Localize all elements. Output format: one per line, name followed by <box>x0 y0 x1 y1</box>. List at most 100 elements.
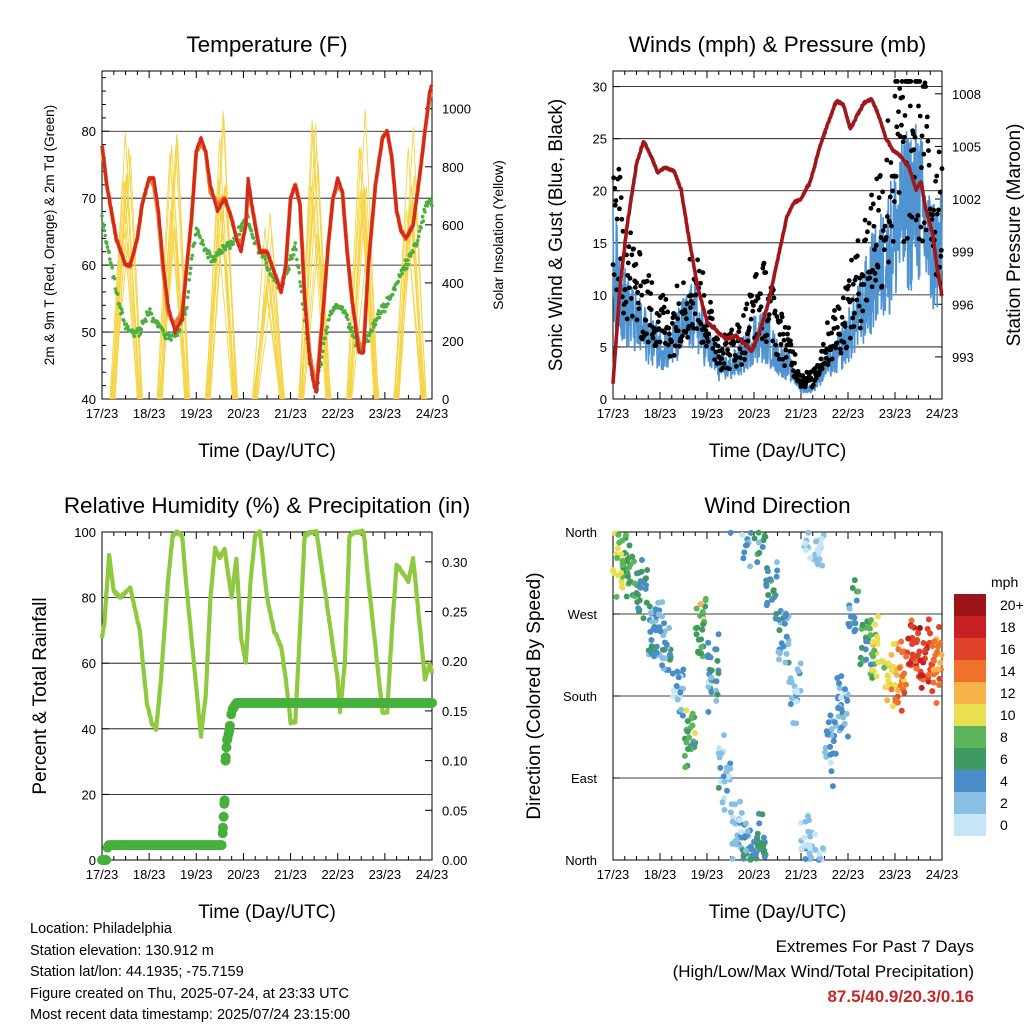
gust-point <box>820 341 826 347</box>
direction-point <box>925 671 932 678</box>
dewpoint-point <box>239 228 243 233</box>
gust-point <box>635 289 641 295</box>
direction-point <box>613 593 620 600</box>
dewpoint-point <box>327 317 331 322</box>
direction-point <box>867 661 874 668</box>
gust-point <box>770 338 776 344</box>
dewpoint-point <box>104 241 109 246</box>
direction-point <box>884 697 891 704</box>
direction-point <box>855 588 862 595</box>
dewpoint-point <box>267 267 272 272</box>
precip-point <box>101 855 112 865</box>
x-tick-label: 20/23 <box>227 406 260 421</box>
direction-point <box>929 643 936 650</box>
gust-point <box>913 217 919 223</box>
direction-point <box>909 654 916 661</box>
direction-point <box>670 687 677 694</box>
gust-point <box>653 343 659 349</box>
direction-point <box>622 532 629 539</box>
direction-point <box>827 759 834 766</box>
gust-point <box>611 175 616 181</box>
direction-point <box>720 773 727 780</box>
dewpoint-point <box>231 242 236 246</box>
y-right-tick-label: 993 <box>952 350 974 365</box>
direction-point <box>721 806 728 813</box>
direction-point <box>694 624 701 631</box>
direction-point <box>729 814 736 821</box>
gust-point <box>720 365 726 371</box>
gust-point <box>751 302 756 308</box>
x-tick-label: 22/23 <box>321 406 354 421</box>
gust-point <box>705 339 711 344</box>
dewpoint-point <box>373 322 378 327</box>
extremes-subtitle: (High/Low/Max Wind/Total Precipitation) <box>672 962 974 981</box>
gust-point <box>761 260 767 266</box>
direction-point <box>903 653 910 660</box>
direction-point <box>699 626 706 633</box>
gust-point <box>813 375 819 381</box>
direction-point <box>742 820 749 827</box>
gust-point <box>934 173 940 179</box>
gust-point <box>890 188 896 194</box>
x-tick-label: 21/23 <box>274 406 307 421</box>
gust-point <box>924 114 930 120</box>
gust-point <box>931 207 937 213</box>
y-tick-label: East <box>571 771 597 786</box>
direction-point <box>873 673 880 680</box>
dewpoint-point <box>186 290 191 294</box>
direction-point <box>813 538 820 545</box>
dewpoint-point <box>249 229 254 233</box>
gust-point <box>710 346 716 351</box>
gust-point <box>792 352 798 357</box>
dewpoint-point <box>291 253 296 257</box>
y-tick-label: 80 <box>82 591 96 606</box>
direction-point <box>867 632 874 639</box>
direction-point <box>874 640 881 647</box>
direction-point <box>738 828 745 835</box>
dewpoint-point <box>290 256 294 261</box>
gust-point <box>889 223 894 229</box>
direction-xlabel: Time (Day/UTC) <box>709 902 847 923</box>
gust-point <box>857 325 863 331</box>
gust-point <box>870 201 876 207</box>
direction-point <box>930 657 937 664</box>
x-tick-label: 18/23 <box>644 406 677 421</box>
direction-point <box>773 573 780 580</box>
direction-point <box>723 769 730 776</box>
dewpoint-point <box>325 325 330 329</box>
figure-created: Figure created on Thu, 2025-07-24, at 23… <box>30 985 349 1002</box>
gust-point <box>731 340 737 345</box>
direction-point <box>827 743 834 750</box>
winds-ylabel-left: Sonic Wind & Gust (Blue, Black) <box>546 99 567 371</box>
gust-point <box>882 223 888 229</box>
gust-point <box>825 320 830 326</box>
gust-point <box>719 347 725 352</box>
dewpoint-point <box>296 265 301 270</box>
gust-point <box>721 350 726 356</box>
gust-point <box>890 238 896 244</box>
gust-point <box>631 246 636 252</box>
direction-point <box>841 720 848 727</box>
direction-point <box>610 567 617 574</box>
direction-point <box>765 591 772 598</box>
gust-point <box>729 327 735 333</box>
direction-point <box>805 828 812 835</box>
gust-point <box>877 172 883 178</box>
gust-point <box>613 198 619 204</box>
gust-point <box>654 339 659 345</box>
humidity-title: Relative Humidity (%) & Precipitation (i… <box>64 493 470 518</box>
dewpoint-point <box>351 330 356 334</box>
gust-point <box>684 301 690 306</box>
direction-point <box>626 564 633 571</box>
y-right-tick-label: 800 <box>442 160 464 175</box>
gust-point <box>866 220 872 226</box>
precip-point <box>216 840 227 851</box>
gust-point <box>736 329 742 335</box>
gust-point <box>900 139 906 145</box>
dewpoint-point <box>366 339 371 343</box>
dewpoint-point <box>144 319 148 324</box>
gust-point <box>746 325 752 331</box>
gust-point <box>856 303 862 309</box>
direction-point <box>844 697 851 704</box>
colorbar: mph 0 2 4 6 8 10 12 14 16 18 20+ <box>954 574 1024 836</box>
